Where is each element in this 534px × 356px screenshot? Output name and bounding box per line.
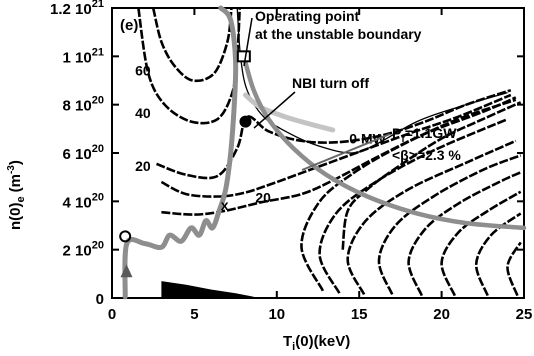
nbi-pointer: [253, 91, 296, 129]
operating-point-line2: at the unstable boundary: [255, 26, 422, 42]
contour-line-nose-1: [300, 98, 517, 292]
contour-line-nose-5: [407, 171, 522, 297]
descent-trajectory: [241, 54, 527, 231]
operating-point-pointer: [243, 17, 253, 67]
contour-line-nose-6: [440, 190, 522, 297]
contour-line-40: [137, 7, 241, 125]
beta-label: <β>=2.3 %: [392, 147, 461, 163]
y-tick-label: 0: [96, 291, 104, 308]
y-axis-label: n(0)e(m-3): [6, 160, 27, 230]
contour-line-nose-2: [318, 118, 509, 294]
x-tick-label: 10: [268, 306, 285, 323]
nbi-turnoff-marker: [239, 115, 252, 128]
contour-label-20: 20: [255, 190, 271, 206]
contour-label-0-mw: 0 MW: [349, 130, 386, 146]
nbi-annotation: NBI turn off: [253, 75, 369, 129]
x-axis-label: Ti(0)(keV): [283, 333, 350, 353]
fusion-power-contour: [236, 7, 508, 154]
y-tick-label: 1.2 1021: [50, 0, 104, 18]
operating-trajectory: [122, 5, 239, 300]
contour-line-0-mw: [341, 101, 522, 250]
contour-label-40: 40: [135, 105, 151, 121]
contour-line-60: [151, 7, 233, 83]
x-tick-label: 25: [516, 306, 533, 323]
pf-annotation: Pf=1.1GW <β>=2.3 %: [301, 125, 461, 171]
contour-line-nose-7: [474, 212, 522, 297]
start-circle-marker: [119, 230, 132, 243]
markers-layer: [119, 50, 252, 243]
x-axis-title: Ti(0)(keV): [283, 333, 350, 353]
shaded-region: [161, 281, 254, 298]
trajectory-arrowhead: [120, 264, 133, 278]
panel-label: (e): [120, 17, 138, 34]
x-tick-label: 5: [190, 306, 198, 323]
y-tick-label: 2 1020: [63, 240, 104, 260]
trajectories-layer: [120, 5, 527, 300]
y-axis-title: n(0)e(m-3): [6, 160, 27, 230]
contour-line-contour-d: [160, 93, 512, 198]
contour-label-x: x: [221, 197, 229, 213]
contour-line-nose-8: [506, 241, 522, 297]
pf-label: Pf=1.1GW: [392, 125, 457, 145]
contours-layer: [137, 7, 522, 297]
y-tick-label: 1 1021: [63, 46, 104, 66]
x-tick-label: 0: [108, 306, 116, 323]
light-trajectory: [243, 92, 336, 133]
nbi-turnoff-label: NBI turn off: [292, 75, 369, 91]
contour-labels-layer: 60 40 20 20 0 MW x: [135, 63, 387, 213]
contour-line-20: [156, 88, 512, 180]
operating-point-annotation: Operating point at the unstable boundary: [243, 8, 422, 67]
contour-label-60: 60: [135, 63, 151, 79]
y-tick-label: 4 1020: [63, 191, 104, 211]
plot-area: 0 5 10 15 20 25 0 2 1020 4 1020 6 1020 8 1020 1 102…: [50, 0, 532, 323]
operating-point-marker: [236, 50, 251, 63]
x-tick-label: 20: [433, 306, 450, 323]
y-tick-label: 8 1020: [63, 95, 104, 115]
y-tick-label: 6 1020: [63, 143, 104, 163]
x-tick-label: 15: [351, 306, 368, 323]
operating-point-line1: Operating point: [255, 8, 360, 24]
plot-frame: [111, 7, 525, 299]
contour-line-nose-4: [377, 154, 522, 295]
contour-label-20: 20: [135, 158, 151, 174]
shade-layer: [161, 281, 254, 298]
contour-line-contour-e: [161, 96, 517, 216]
pf-pointer: [301, 133, 391, 171]
ticks-layer: 0 5 10 15 20 25 0 2 1020 4 1020 6 1020 8 1020 1 102…: [50, 0, 532, 323]
